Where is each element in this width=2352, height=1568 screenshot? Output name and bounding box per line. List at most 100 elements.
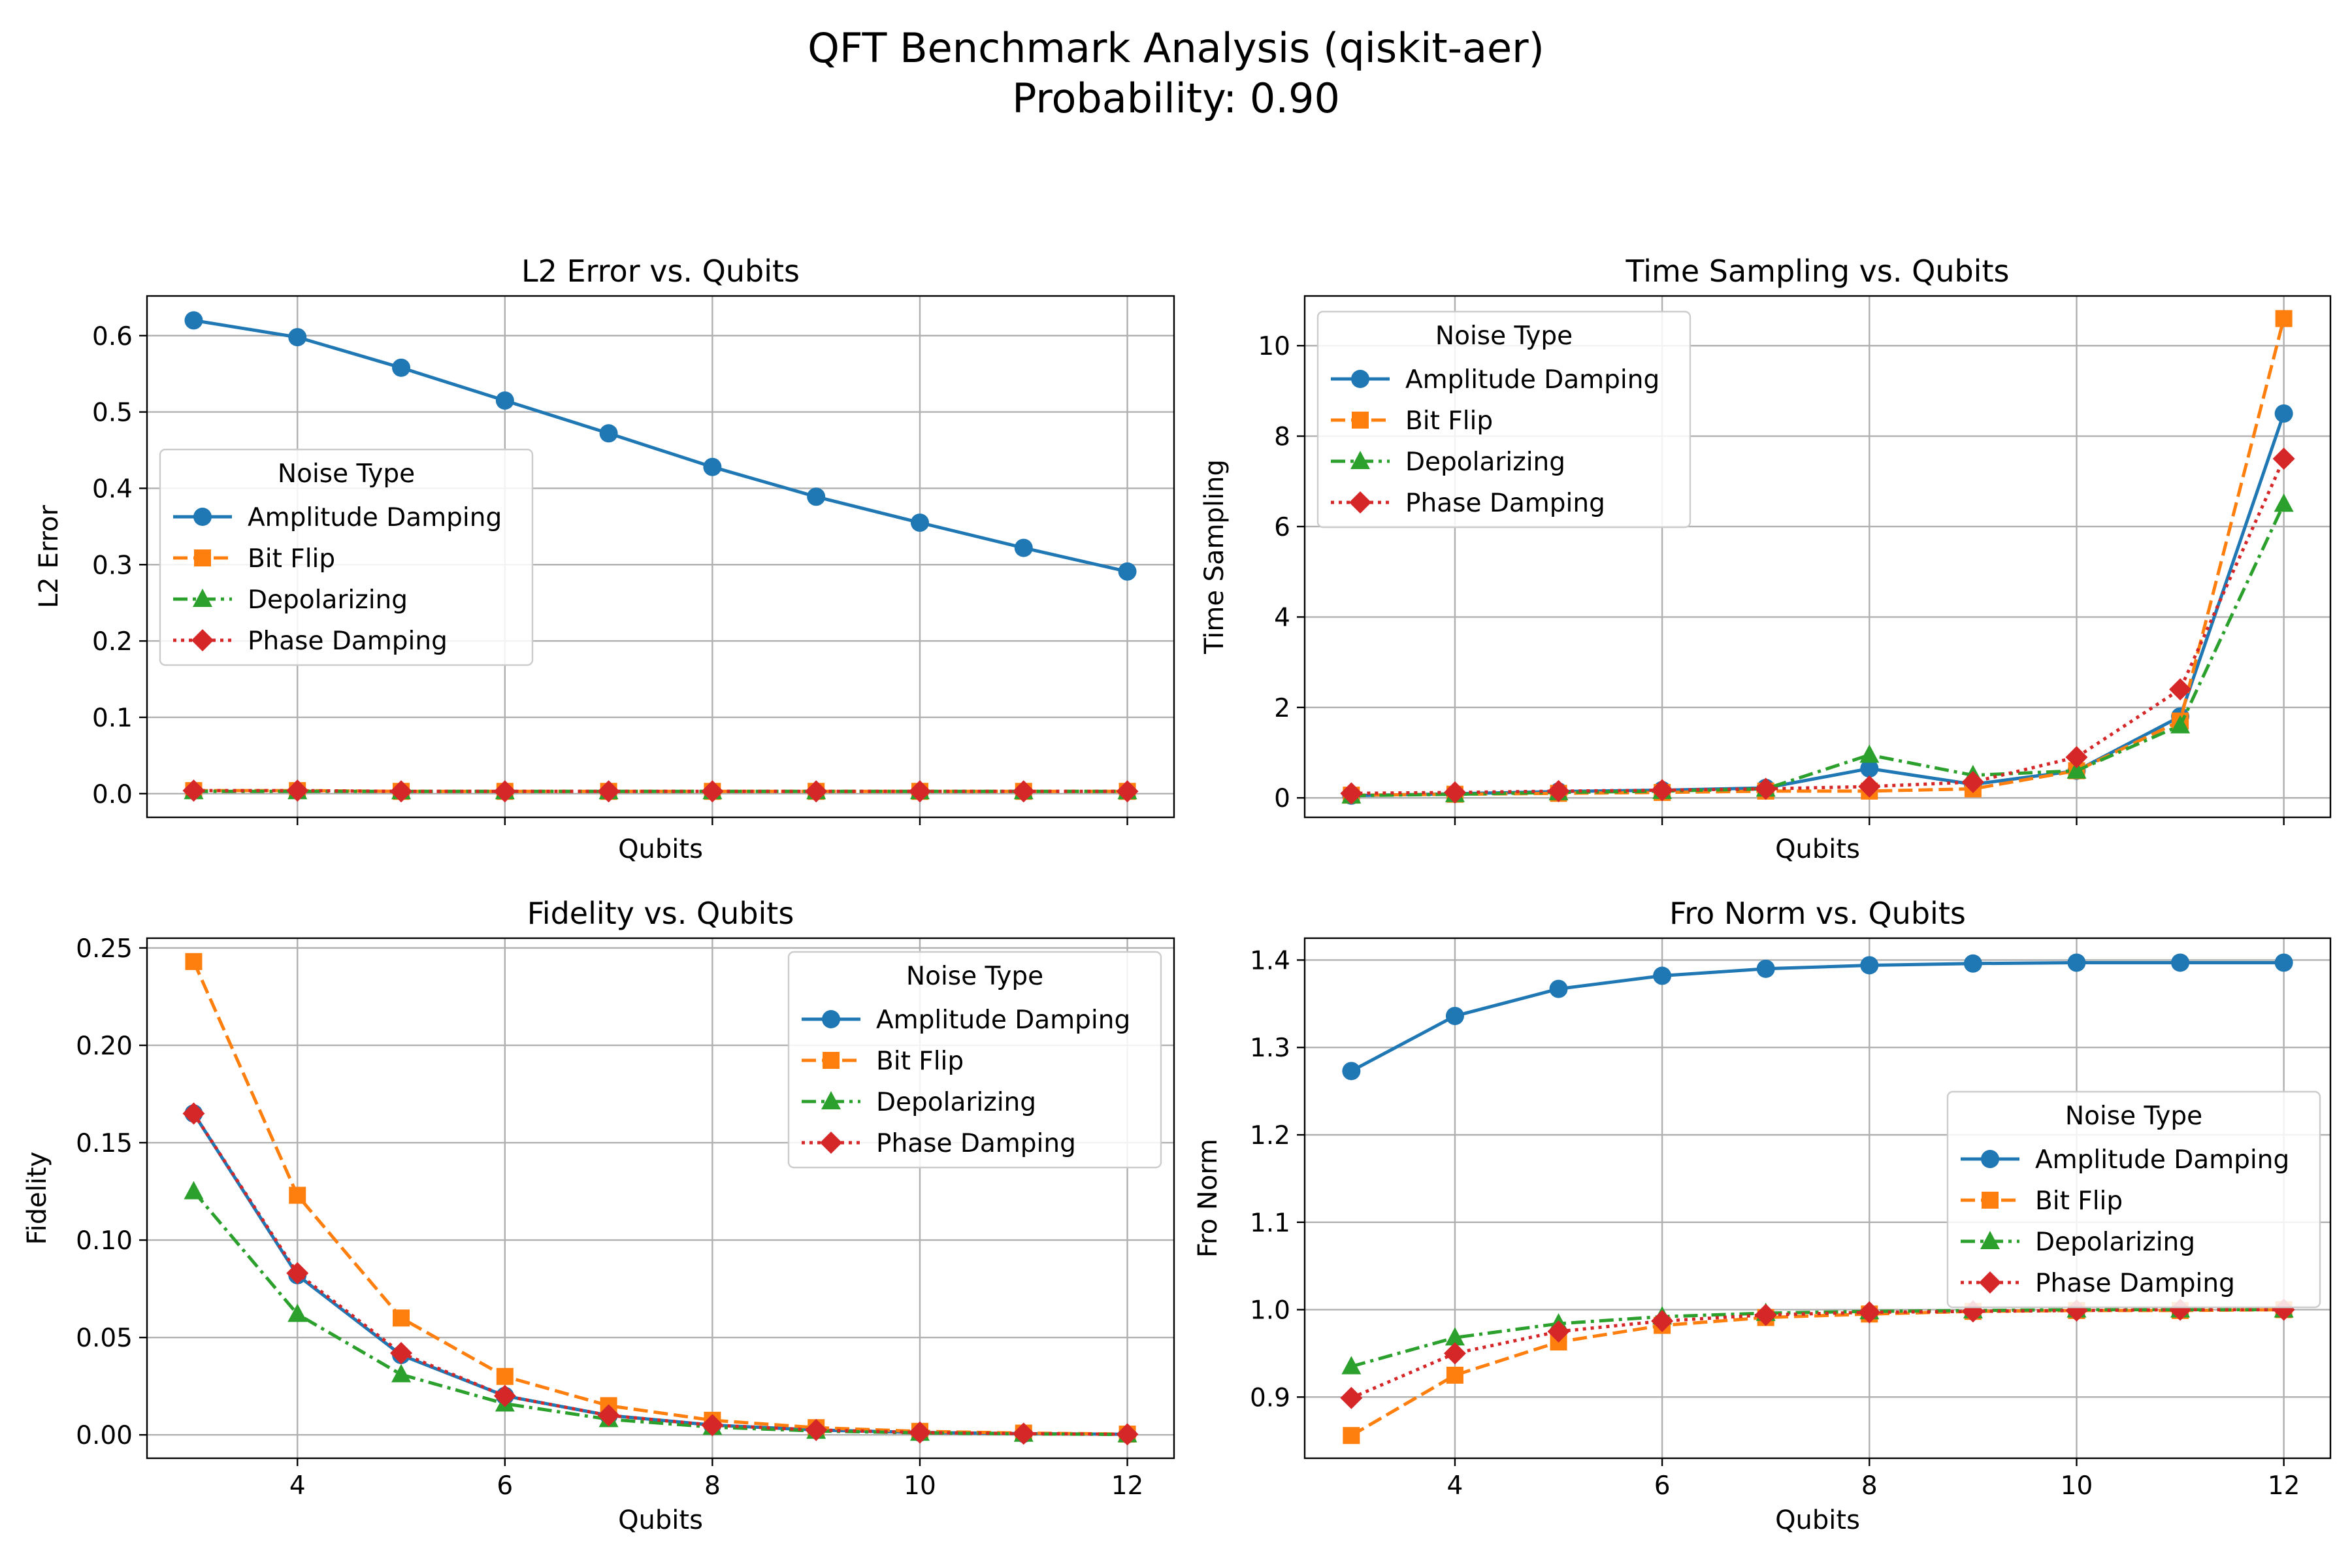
y-axis-label: L2 Error [34, 504, 64, 608]
legend-label-amplitude-damping: Amplitude Damping [1405, 365, 1659, 395]
x-tick-label: 8 [704, 1471, 721, 1501]
data-point-phase-damping [1547, 1320, 1570, 1343]
data-point-phase-damping [908, 780, 931, 803]
data-point-phase-damping [1012, 780, 1035, 803]
series-line-bit-flip [1351, 318, 2286, 797]
data-point-bit-flip [393, 1309, 410, 1327]
legend-marker-depolarizing [1350, 451, 1370, 469]
legend-label-phase-damping: Phase Damping [1405, 489, 1605, 518]
axes-frame [146, 937, 1175, 1460]
data-point-amplitude-damping [495, 391, 514, 410]
data-point-phase-damping [597, 780, 620, 803]
y-tick-label: 2 [1274, 694, 1290, 723]
legend-label-phase-damping: Phase Damping [876, 1129, 1076, 1158]
y-axis-label: Fro Norm [1193, 1139, 1223, 1258]
series-line-phase-damping [192, 1112, 1128, 1436]
legend-title: Noise Type [278, 459, 415, 489]
data-point-amplitude-damping [1014, 538, 1033, 557]
data-point-amplitude-damping [2274, 404, 2293, 423]
data-point-phase-damping [1858, 775, 1881, 798]
legend-marker-amplitude-damping [822, 1010, 840, 1028]
legend-marker-bit-flip [1982, 1192, 1999, 1209]
data-point-depolarizing [391, 1364, 412, 1382]
legend-marker-bit-flip [1352, 412, 1369, 429]
x-tick-label: 4 [289, 1471, 306, 1501]
data-point-phase-damping [1340, 1386, 1363, 1409]
y-tick-label: 0.10 [76, 1226, 133, 1256]
data-point-phase-damping [701, 1414, 724, 1437]
data-point-phase-damping [1340, 782, 1363, 805]
y-tick-label: 0.5 [92, 399, 133, 428]
data-point-phase-damping [182, 1102, 205, 1125]
data-point-phase-damping [805, 1418, 828, 1441]
data-point-amplitude-damping [392, 358, 411, 377]
y-tick-label: 0.0 [92, 780, 133, 809]
data-point-phase-damping [1651, 1309, 1674, 1332]
panel-l2-error: 0.0 0.1 0.2 0.3 0.4 0.5 0.6 L2 Error vs. Qubits… [34, 253, 1175, 864]
data-point-phase-damping [1116, 780, 1139, 803]
data-point-amplitude-damping [2171, 953, 2190, 972]
y-axis-label: Fidelity [22, 1152, 52, 1245]
data-point-bit-flip [2275, 310, 2293, 327]
legend-marker-amplitude-damping [193, 508, 212, 526]
y-tick-label: 0.00 [76, 1421, 133, 1450]
x-tick-label: 6 [497, 1471, 513, 1501]
data-point-phase-damping [805, 780, 828, 803]
series-line-bit-flip [1350, 1308, 2284, 1437]
legend-marker-depolarizing [1980, 1231, 2000, 1249]
x-tick-label: 6 [1654, 1471, 1671, 1501]
panel-time-sampling: 0 2 4 6 8 10 Time Sampling vs. Qubits Qubits Tim… [1200, 253, 2332, 864]
y-tick-label: 8 [1274, 423, 1290, 452]
panel-fro-norm: 4 6 8 10 12 0.9 1.0 1.1 1.2 1.3 1.4 Fro Norm vs. Qu… [1193, 896, 2332, 1535]
x-axis-label: Qubits [618, 1505, 703, 1535]
legend-box [159, 448, 534, 666]
data-point-amplitude-damping [1860, 956, 1879, 975]
legend-label-depolarizing: Depolarizing [248, 585, 408, 615]
legend-label-depolarizing: Depolarizing [1405, 448, 1565, 477]
plot-title: L2 Error vs. Qubits [521, 253, 800, 289]
data-point-phase-damping [1547, 779, 1570, 802]
figure-title-line2: Probability: 0.90 [1012, 74, 1340, 122]
legend-marker-phase-damping [1349, 491, 1371, 514]
data-point-phase-damping [1961, 771, 1984, 794]
y-tick-label: 10 [1258, 332, 1290, 361]
legend-label-amplitude-damping: Amplitude Damping [876, 1005, 1130, 1035]
data-point-phase-damping [1443, 1342, 1466, 1365]
y-tick-label: 0.4 [92, 474, 133, 504]
data-point-phase-damping [2272, 448, 2295, 470]
data-point-amplitude-damping [2274, 953, 2293, 972]
y-tick-label: 1.3 [1250, 1034, 1290, 1063]
x-tick-label: 10 [904, 1471, 936, 1501]
data-point-phase-damping [1754, 777, 1777, 800]
legend-label-depolarizing: Depolarizing [876, 1088, 1036, 1117]
data-point-depolarizing [1445, 1327, 1465, 1346]
legend-box [1316, 310, 1691, 529]
data-point-amplitude-damping [2067, 953, 2086, 972]
y-tick-label: 6 [1274, 513, 1290, 542]
data-point-phase-damping [182, 779, 205, 802]
data-point-amplitude-damping [1963, 954, 1982, 973]
data-point-depolarizing [2170, 715, 2191, 734]
legend-marker-phase-damping [820, 1132, 842, 1154]
data-point-amplitude-damping [184, 311, 203, 330]
y-tick-label: 0.2 [92, 627, 133, 657]
data-point-depolarizing [2066, 760, 2087, 779]
data-point-phase-damping [1443, 781, 1466, 804]
data-point-depolarizing [1859, 744, 1880, 763]
legend: Noise Type Amplitude Damping Bit Flip Depol… [159, 448, 534, 666]
data-point-amplitude-damping [1653, 966, 1672, 985]
legend-marker-amplitude-damping [1981, 1150, 1999, 1168]
x-axis-label: Qubits [1775, 1505, 1860, 1535]
x-axis-label: Qubits [1775, 834, 1860, 864]
series-line-phase-damping [1350, 1308, 2284, 1399]
data-point-amplitude-damping [1860, 759, 1879, 778]
y-tick-label: 0 [1274, 784, 1290, 813]
legend-title: Noise Type [1435, 321, 1573, 351]
data-point-amplitude-damping [703, 457, 722, 476]
data-point-phase-damping [1754, 1303, 1777, 1326]
data-point-depolarizing [2274, 493, 2294, 512]
y-tick-label: 1.2 [1250, 1121, 1290, 1151]
y-tick-label: 1.0 [1250, 1296, 1290, 1326]
data-point-amplitude-damping [288, 328, 307, 347]
